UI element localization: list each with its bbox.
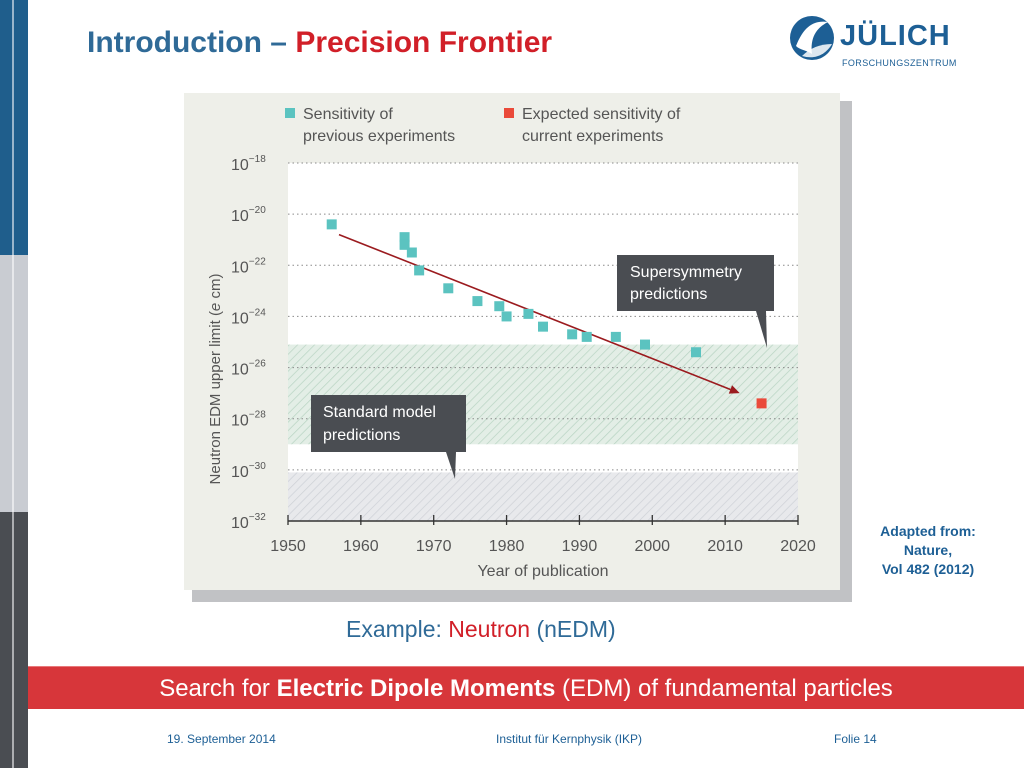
expected-sensitivity-point <box>756 398 767 409</box>
x-tick-label: 1960 <box>343 538 379 555</box>
callout-standard-model-pointer <box>446 452 456 479</box>
slide-title-accent: Precision Frontier <box>295 26 553 59</box>
previous-experiment-point <box>691 347 701 358</box>
x-tick-label: 2020 <box>780 538 816 555</box>
previous-experiment-point <box>443 283 454 294</box>
callout-standard-model-line1: Standard model <box>323 404 436 421</box>
caption-prefix: Example: <box>346 616 449 642</box>
footer-page-number: Folie 14 <box>834 732 877 746</box>
callout-supersymmetry-box <box>617 255 774 311</box>
previous-experiment-point <box>581 331 592 342</box>
previous-experiment-point <box>523 308 534 319</box>
footer-date: 19. September 2014 <box>167 732 276 746</box>
legend-label-previous-line1: Sensitivity of <box>303 106 393 123</box>
previous-experiment-point <box>406 247 417 258</box>
x-axis-label: Year of publication <box>477 563 608 580</box>
x-tick-label: 2000 <box>634 538 670 555</box>
edm-chart: 10−18 10−20 10−22 10−24 10−26 10−28 10−30 10−32… <box>207 106 816 580</box>
y-tick-label: 10−30 <box>231 461 266 481</box>
legend: Sensitivity of previous experiments Expe… <box>285 106 681 145</box>
slide-title-main: Introduction – <box>87 26 296 59</box>
banner-prefix: Search for <box>159 675 277 702</box>
y-axis-label-tail: cm) <box>207 274 224 303</box>
y-tick-label: 10−26 <box>231 359 266 379</box>
callout-supersymmetry-line1: Supersymmetry <box>630 264 742 281</box>
previous-experiment-point <box>538 321 548 332</box>
y-tick-label: 10−20 <box>231 205 266 225</box>
source-note-line1: Adapted from: <box>880 523 976 539</box>
trend-arrow <box>338 233 731 391</box>
y-tick-label: 10−18 <box>231 154 266 174</box>
source-note: Adapted from: Nature, Vol 482 (2012) <box>858 522 998 579</box>
previous-experiment-point <box>399 232 410 243</box>
previous-experiment-point <box>399 239 410 250</box>
legend-marker-expected <box>504 108 514 118</box>
legend-label-previous-line2: previous experiments <box>303 128 455 145</box>
legend-label-expected-line2: current experiments <box>522 128 663 145</box>
juelich-emblem-icon <box>790 16 834 60</box>
callout-supersymmetry-pointer <box>756 311 767 348</box>
y-tick-label: 10−32 <box>231 512 266 532</box>
x-tick-label: 1990 <box>562 538 598 555</box>
previous-experiment-point <box>610 331 621 342</box>
banner-suffix: (EDM) of fundamental particles <box>555 675 893 702</box>
previous-experiment-point <box>501 311 512 322</box>
banner-text: Search for Electric Dipole Moments (EDM)… <box>28 675 1024 703</box>
side-bar-middle <box>0 255 28 512</box>
previous-experiment-point <box>494 301 505 312</box>
previous-experiment-point <box>472 296 483 307</box>
chart-figure: 10−18 10−20 10−22 10−24 10−26 10−28 10−30 10−32… <box>184 93 840 590</box>
callout-standard-model: Standard model predictions <box>311 395 466 479</box>
source-note-line3: Vol 482 (2012) <box>881 561 975 577</box>
legend-label-expected-line1: Expected sensitivity of <box>522 106 681 123</box>
callout-supersymmetry: Supersymmetry predictions <box>617 255 774 348</box>
y-axis-label: Neutron EDM upper limit (e cm) <box>207 274 224 485</box>
x-tick-label: 2010 <box>707 538 743 555</box>
footer-institute: Institut für Kernphysik (IKP) <box>496 732 643 746</box>
svg-text:Neutron EDM upper limit (e cm): Neutron EDM upper limit (e cm) <box>207 274 224 485</box>
logo-subtitle: FORSCHUNGSZENTRUM <box>842 58 957 68</box>
legend-marker-previous <box>285 108 295 118</box>
caption-accent: Neutron <box>448 616 531 642</box>
side-bar-divider <box>12 0 14 768</box>
x-tick-label: 1980 <box>489 538 525 555</box>
juelich-logo: JÜLICH FORSCHUNGSZENTRUM <box>788 14 988 74</box>
previous-experiment-point <box>414 265 425 276</box>
y-axis-label-unit: e <box>207 303 224 311</box>
trend-arrow-head <box>728 385 740 394</box>
plot-area <box>288 163 798 521</box>
prediction-band <box>288 472 798 521</box>
source-note-line2: Nature, <box>903 542 953 558</box>
y-tick-label: 10−24 <box>231 307 266 327</box>
banner-bold: Electric Dipole Moments <box>276 675 556 702</box>
x-tick-label: 1970 <box>416 538 452 555</box>
x-tick-label: 1950 <box>270 538 306 555</box>
callout-standard-model-line2: predictions <box>323 427 400 444</box>
y-tick-label: 10−28 <box>231 410 266 430</box>
caption-suffix: (nEDM) <box>530 616 616 642</box>
side-bar-top <box>0 0 28 255</box>
side-bar-bottom <box>0 512 28 768</box>
highlight-banner: Search for Electric Dipole Moments (EDM)… <box>28 666 1024 709</box>
slide-title: Introduction – Precision Frontier <box>87 26 552 60</box>
y-tick-label: 10−22 <box>231 256 266 276</box>
previous-experiment-point <box>567 329 578 340</box>
logo-wordmark: JÜLICH <box>840 20 951 52</box>
callout-standard-model-box <box>311 395 466 452</box>
previous-experiment-point <box>640 339 650 350</box>
callout-supersymmetry-line2: predictions <box>630 286 707 303</box>
y-axis-label-main: Neutron EDM upper limit ( <box>207 311 224 484</box>
figure-caption: Example: Neutron (nEDM) <box>346 616 616 643</box>
previous-experiment-point <box>326 219 337 230</box>
